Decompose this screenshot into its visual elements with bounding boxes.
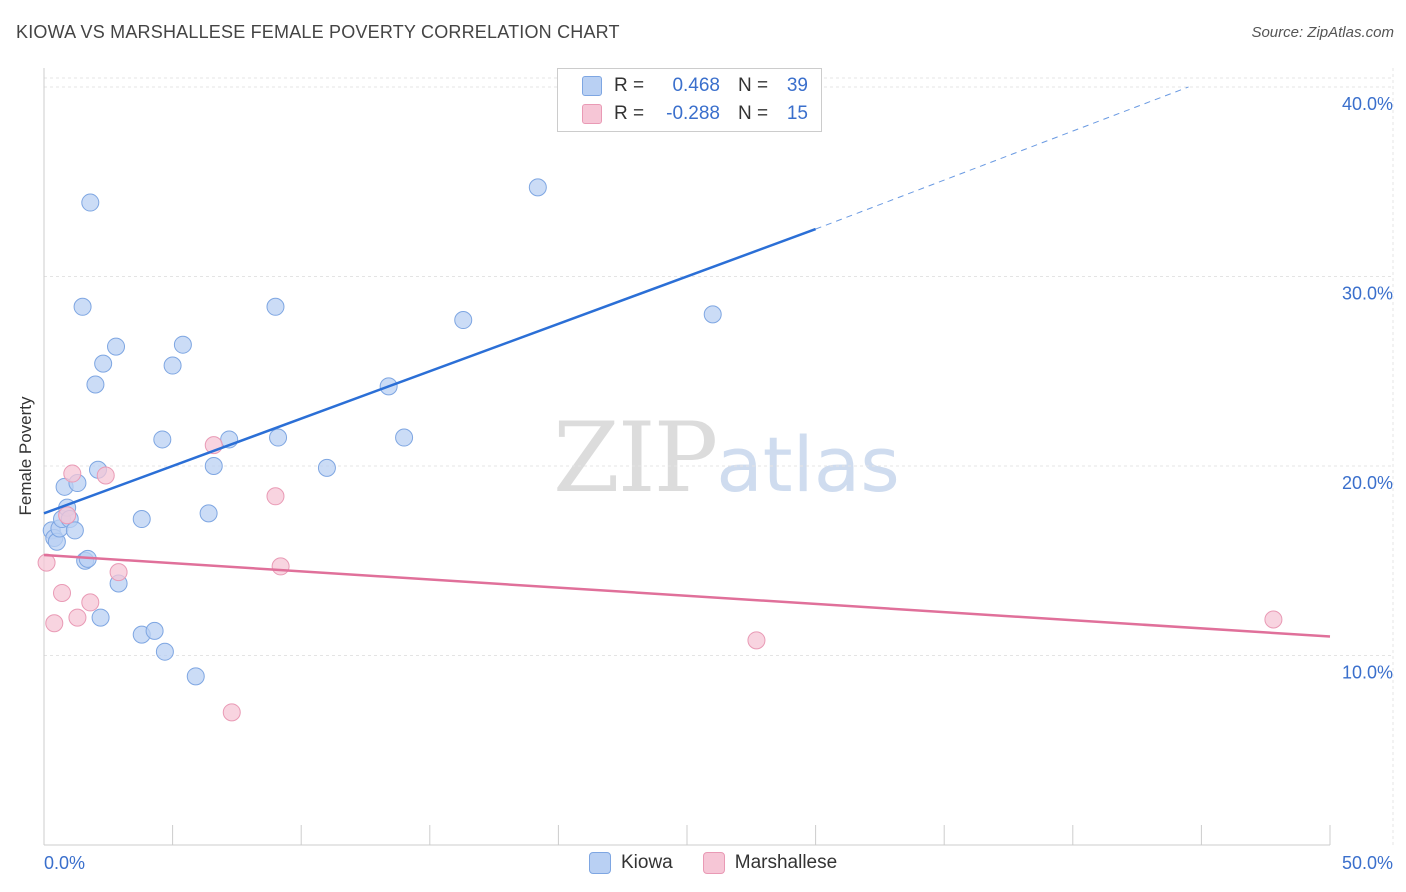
n-label: N = [738,103,769,124]
axes [43,68,1331,846]
watermark-zip: ZIP [553,402,718,514]
r-label: R = [614,75,645,96]
kiowa-point [94,354,113,373]
r-label: R = [614,103,645,124]
marshallese-point [96,466,115,485]
marshallese-point [109,563,128,582]
kiowa-point [528,178,547,197]
r-value: -0.288 [666,103,720,124]
n-value: 39 [786,75,808,96]
kiowa-legend-swatch-icon [589,852,611,874]
grid-lines [44,68,1394,845]
x-tick-label-end: 50.0% [1342,853,1393,873]
kiowa-point [91,608,110,627]
kiowa-point [81,193,100,212]
kiowa-point [266,297,285,316]
kiowa-point [703,305,722,324]
y-tick-label: 10.0% [1342,662,1393,682]
marshallese-trend-line [43,553,1331,638]
n-label: N = [738,75,769,96]
kiowa-point [107,337,126,356]
kiowa-point [145,621,164,640]
kiowa-point [132,510,151,529]
series-legend: Kiowa Marshallese [589,852,867,874]
marshallese-point [1264,610,1283,629]
kiowa-points [42,178,722,686]
marshallese-point [58,506,77,525]
y-tick-label: 30.0% [1342,283,1393,303]
kiowa-point [454,311,473,330]
marshallese-points [37,436,1283,722]
legend-row-kiowa: R = 0.468 N = 39 [582,73,808,99]
legend-item-kiowa: Kiowa [589,852,673,874]
marshallese-point [271,557,290,576]
legend-label-kiowa: Kiowa [621,852,673,873]
chart-title: KIOWA VS MARSHALLESE FEMALE POVERTY CORR… [16,22,620,42]
correlation-legend: R = 0.468 N = 39 R = -0.288 N = 15 [557,68,822,132]
y-tick-label: 20.0% [1342,473,1393,493]
watermark: ZIPatlas [553,402,900,514]
kiowa-swatch-icon [582,76,602,96]
marshallese-point [68,608,87,627]
kiowa-trend-extension [815,86,1189,230]
trend-lines [43,86,1331,638]
kiowa-point [163,356,182,375]
legend-label-marshallese: Marshallese [734,852,838,873]
kiowa-point [155,642,174,661]
kiowa-point [204,456,223,475]
watermark-atlas: atlas [716,420,900,509]
legend-row-marshallese: R = -0.288 N = 15 [582,101,808,127]
kiowa-point [269,428,288,447]
y-axis-label: Female Poverty [16,396,35,516]
marshallese-point [266,487,285,506]
kiowa-point [153,430,172,449]
n-value: 15 [786,103,808,124]
kiowa-point [73,297,92,316]
kiowa-point [186,667,205,686]
legend-item-marshallese: Marshallese [702,852,838,874]
marshallese-point [53,583,72,602]
marshallese-point [222,703,241,722]
marshallese-point [81,593,100,612]
marshallese-legend-swatch-icon [702,852,725,874]
kiowa-point [173,335,192,354]
tick-labels: 10.0% 20.0% 30.0% 40.0% 0.0% 50.0% [44,94,1393,873]
marshallese-point [45,614,64,633]
kiowa-point [86,375,105,394]
r-value: 0.468 [672,75,720,96]
marshallese-point [63,464,82,483]
marshallese-swatch-icon [582,104,602,124]
source-label: Source: ZipAtlas.com [1251,24,1394,41]
marshallese-point [747,631,766,650]
kiowa-trend-line [43,227,817,515]
kiowa-point [317,458,336,477]
x-tick-label-start: 0.0% [44,853,85,873]
kiowa-point [199,504,218,523]
kiowa-point [395,428,414,447]
y-tick-label: 40.0% [1342,94,1393,114]
kiowa-point [65,521,84,540]
